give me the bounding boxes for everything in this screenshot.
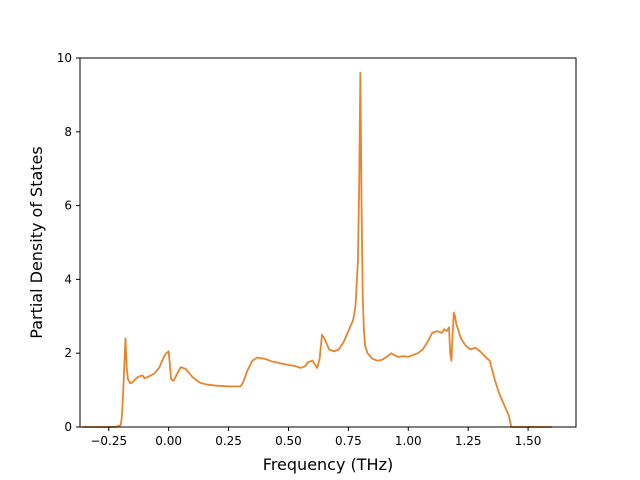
x-tick-label: 1.25: [455, 434, 482, 448]
x-axis-label: Frequency (THz): [263, 455, 393, 474]
plot-frame: [79, 57, 577, 428]
y-tick-label: 2: [64, 346, 72, 360]
x-tick-label: 0.50: [275, 434, 302, 448]
x-tick-label: 0.25: [215, 434, 242, 448]
plot-layer: [82, 71, 553, 428]
pdos-series-line: [82, 71, 553, 428]
x-axis-ticks: −0.25 0.00 0.25 0.50 0.75 1.00 1.25 1.50: [90, 427, 541, 448]
x-tick-label: 1.50: [515, 434, 542, 448]
x-tick-label: 0.75: [335, 434, 362, 448]
y-tick-label: 8: [64, 125, 72, 139]
y-tick-label: 4: [64, 272, 72, 286]
x-tick-label: 1.00: [395, 434, 422, 448]
y-tick-label: 10: [57, 51, 72, 65]
x-tick-label: −0.25: [90, 434, 127, 448]
y-axis-label: Partial Density of States: [27, 146, 46, 338]
y-axis-ticks: 0 2 4 6 8 10: [57, 51, 80, 434]
y-tick-label: 6: [64, 199, 72, 213]
x-tick-label: 0.00: [155, 434, 182, 448]
y-tick-label: 0: [64, 420, 72, 434]
